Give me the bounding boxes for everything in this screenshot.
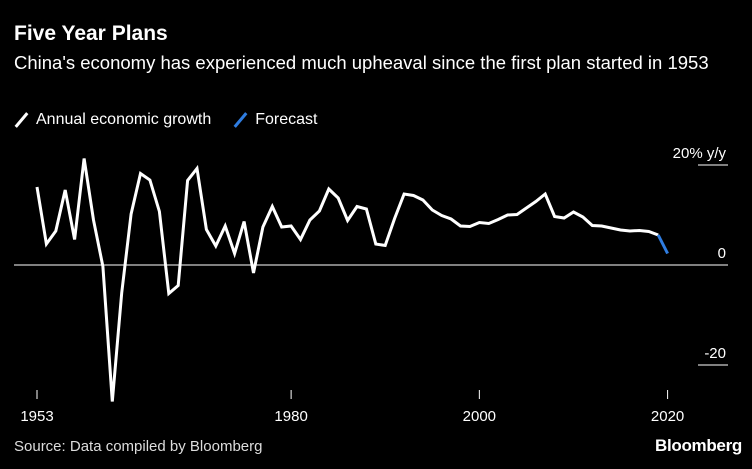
x-tick-label: 1953: [20, 408, 53, 425]
legend-item-forecast: Forecast: [233, 111, 317, 129]
x-tick-label: 2000: [463, 408, 496, 425]
y-tick-label: -20: [704, 345, 726, 362]
forecast-series-line: [656, 234, 669, 255]
chart-subtitle: China's economy has experienced much uph…: [14, 52, 709, 73]
growth-series-line: [35, 158, 659, 402]
x-tick-label: 1980: [274, 408, 307, 425]
bloomberg-logo: Bloomberg: [654, 436, 742, 455]
source-note: Source: Data compiled by Bloomberg: [14, 438, 263, 455]
legend-label-actual: Annual economic growth: [36, 111, 212, 128]
legend-label-forecast: Forecast: [255, 111, 318, 128]
x-tick-label: 2020: [651, 408, 684, 425]
chart-title: Five Year Plans: [14, 22, 168, 45]
legend-item-actual: Annual economic growth: [14, 111, 211, 129]
y-tick-label: 0: [718, 245, 726, 262]
legend: Annual economic growth Forecast: [14, 111, 339, 129]
y-tick-label: 20% y/y: [673, 145, 727, 162]
